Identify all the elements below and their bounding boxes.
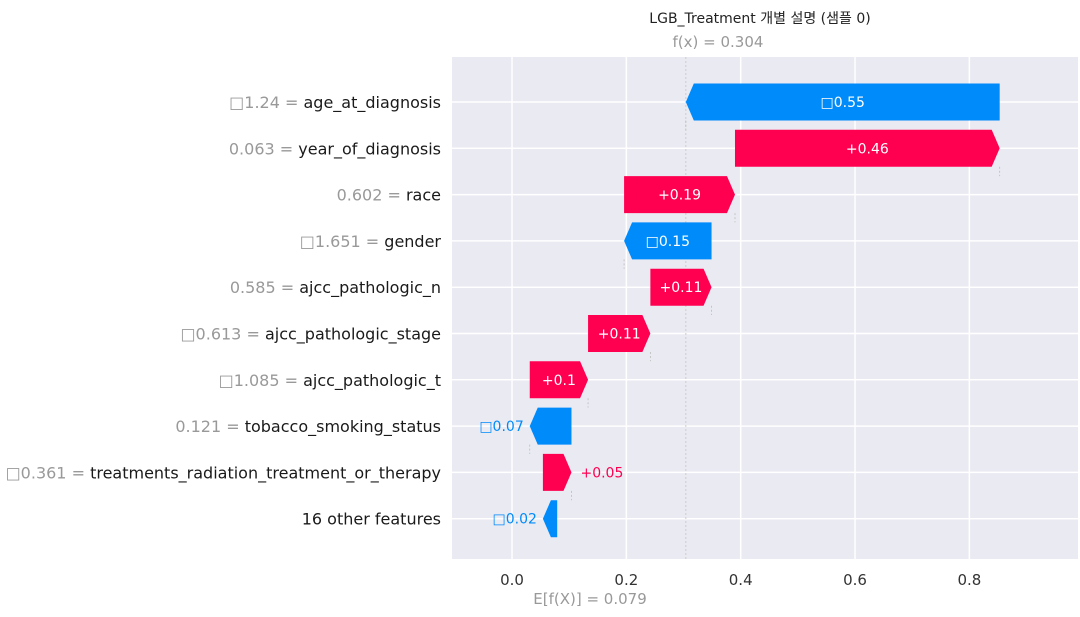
feature-label: □0.361 = treatments_radiation_treatment_…	[6, 463, 441, 483]
bar-positive	[542, 453, 572, 491]
feature-label: 0.585 = ajcc_pathologic_n	[230, 278, 441, 298]
bar-value-label: +0.11	[598, 327, 641, 343]
bar-negative	[624, 222, 712, 260]
feature-value: 0.602 =	[337, 186, 406, 205]
bar-value-label: □0.02	[492, 512, 536, 528]
x-tick-label: 0.0	[500, 571, 524, 589]
chart-title: LGB_Treatment 개별 설명 (샘플 0)	[649, 11, 870, 27]
bar-positive	[624, 176, 735, 214]
bar-positive	[650, 268, 712, 306]
feature-label: □1.24 = age_at_diagnosis	[229, 93, 441, 113]
labels: 0.0 0.2 0.4 0.6 0.8 □0.55 □1.24 = age_at_diagn…	[6, 93, 982, 589]
feature-label: □1.085 = ajcc_pathologic_t	[219, 371, 441, 391]
feature-value: □1.24 =	[229, 93, 303, 112]
feature-value: 0.063 =	[229, 139, 298, 158]
bar-negative	[529, 407, 572, 445]
bar-value-label: □0.15	[646, 234, 690, 250]
bar-value-label: +0.19	[658, 188, 701, 204]
feature-label: 0.063 = year_of_diagnosis	[229, 139, 441, 159]
base-value-label: E[f(X)] = 0.079	[533, 590, 647, 608]
feature-value: 0.585 =	[230, 278, 299, 297]
feature-name: ajcc_pathologic_t	[303, 371, 441, 391]
fx-label: f(x) = 0.304	[673, 33, 764, 51]
feature-name: tobacco_smoking_status	[245, 417, 441, 437]
x-tick-label: 0.4	[729, 571, 753, 589]
bar-value-label: +0.46	[846, 141, 889, 157]
feature-name: gender	[384, 232, 441, 251]
bar-negative	[685, 83, 1000, 121]
bar-value-label: □0.55	[821, 95, 865, 111]
bar-negative	[542, 500, 558, 538]
feature-value: □0.613 =	[180, 325, 265, 344]
bar-value-label: +0.05	[580, 465, 623, 481]
x-tick-label: 0.2	[614, 571, 638, 589]
feature-name: year_of_diagnosis	[298, 139, 441, 159]
feature-label: □0.613 = ajcc_pathologic_stage	[180, 325, 441, 345]
feature-value: □1.085 =	[219, 371, 304, 390]
feature-name: ajcc_pathologic_n	[299, 278, 441, 298]
feature-label: 0.121 = tobacco_smoking_status	[175, 417, 441, 437]
x-tick-label: 0.8	[957, 571, 981, 589]
bar-positive	[529, 361, 589, 399]
x-tick-label: 0.6	[843, 571, 867, 589]
feature-label: □1.651 = gender	[300, 232, 442, 251]
feature-name: race	[406, 186, 441, 205]
feature-value: □1.651 =	[300, 232, 385, 251]
bar-positive	[588, 315, 651, 352]
feature-value: □0.361 =	[6, 463, 91, 482]
bar-positive	[734, 129, 1000, 167]
feature-label: 16 other features	[302, 510, 441, 529]
bar-value-label: +0.11	[660, 280, 703, 296]
feature-value: 0.121 =	[175, 417, 244, 436]
feature-name: ajcc_pathologic_stage	[265, 325, 441, 345]
feature-label: 0.602 = race	[337, 186, 441, 205]
feature-name: treatments_radiation_treatment_or_therap…	[90, 463, 441, 483]
feature-name: 16 other features	[302, 510, 441, 529]
bar-value-label: +0.1	[542, 373, 576, 389]
feature-name: age_at_diagnosis	[304, 93, 442, 113]
bars	[529, 83, 1000, 538]
bar-value-label: □0.07	[479, 419, 523, 435]
